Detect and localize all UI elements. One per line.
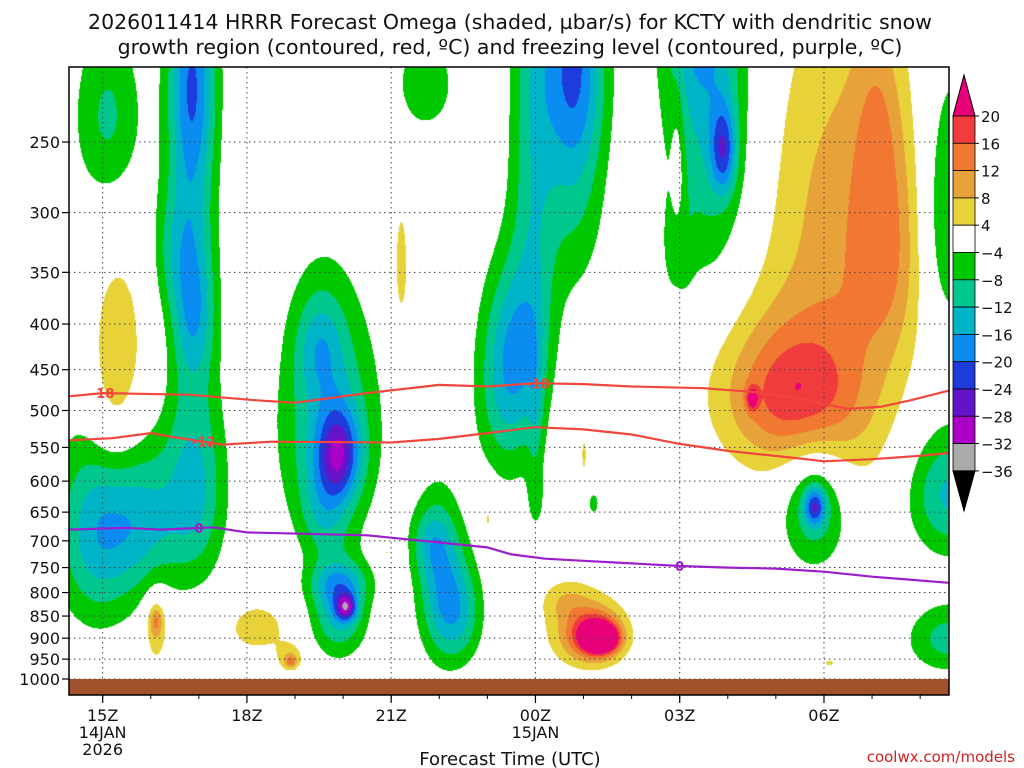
colorbar-bin--4 — [952, 224, 976, 253]
y-tick-label-700: 700 — [29, 532, 60, 551]
contour-label--18-b: -18 — [526, 377, 550, 392]
x-tick-label-15Z: 15Z — [87, 706, 118, 725]
y-tick-label-750: 750 — [29, 559, 60, 578]
chart-title-line2: growth region (contoured, red, ºC) and f… — [118, 35, 903, 59]
y-tick-label-650: 650 — [29, 503, 60, 522]
colorbar-bin-4 — [952, 197, 976, 226]
plot-area: -18 -12 0 -18 0 — [68, 66, 950, 696]
colorbar-bin--24 — [952, 361, 976, 390]
colorbar-label-13: −36 — [981, 463, 1013, 481]
omega-shading — [69, 67, 949, 679]
colorbar-label-12: −32 — [981, 436, 1013, 454]
colorbar-bin--12 — [952, 279, 976, 308]
y-tick-label-850: 850 — [29, 607, 60, 626]
colorbar-bin--8 — [952, 252, 976, 281]
colorbar-label-8: −16 — [981, 326, 1013, 344]
x-tick-label-00Z: 00Z — [520, 706, 551, 725]
y-tick-label-900: 900 — [29, 629, 60, 648]
contour--18 — [68, 382, 950, 410]
x-tick-date-00Z: 15JAN — [512, 723, 560, 742]
y-tick-label-800: 800 — [29, 584, 60, 603]
y-tick-label-550: 550 — [29, 438, 60, 457]
y-tick-label-450: 450 — [29, 361, 60, 380]
contour-label-0-b: 0 — [675, 560, 684, 575]
y-tick-label-300: 300 — [29, 204, 60, 223]
colorbar-bin--28 — [952, 388, 976, 417]
y-tick-label-500: 500 — [29, 402, 60, 421]
x-tick-year-15Z: 2026 — [82, 740, 123, 759]
watermark: coolwx.com/models — [867, 748, 1015, 766]
x-axis-label: Forecast Time (UTC) — [419, 749, 600, 768]
colorbar-label-3: 8 — [981, 190, 991, 208]
colorbar-label-0: 20 — [981, 108, 1000, 126]
x-tick-label-21Z: 21Z — [376, 706, 407, 725]
contour-label--12: -12 — [192, 436, 216, 451]
chart-title-line1: 2026011414 HRRR Forecast Omega (shaded, … — [88, 10, 932, 34]
contour-label--18: -18 — [91, 387, 115, 402]
colorbar-label-6: −8 — [981, 272, 1003, 290]
colorbar-bin--16 — [952, 306, 976, 335]
colorbar-label-7: −12 — [981, 299, 1013, 317]
colorbar-bin--20 — [952, 333, 976, 363]
contour-0 — [68, 526, 950, 584]
x-tick-label-03Z: 03Z — [664, 706, 695, 725]
y-tick-label-600: 600 — [29, 472, 60, 491]
colorbar-bin-8 — [952, 170, 976, 199]
y-tick-label-350: 350 — [29, 263, 60, 282]
y-tick-label-1000: 1000 — [19, 670, 60, 689]
contour-lines: -18 -12 0 -18 0 — [68, 377, 950, 584]
colorbar-top-arrow — [952, 73, 976, 117]
colorbar-bin-16 — [952, 115, 976, 144]
y-tick-label-950: 950 — [29, 650, 60, 669]
grid-lines — [69, 67, 949, 695]
colorbar-bin-12 — [952, 142, 976, 172]
colorbar-label-5: −4 — [981, 245, 1003, 263]
colorbar-bin--36 — [952, 443, 976, 472]
x-tick-date-15Z: 14JAN — [79, 723, 127, 742]
x-tick-label-18Z: 18Z — [231, 706, 262, 725]
plot-frame — [68, 66, 950, 696]
y-tick-label-250: 250 — [29, 133, 60, 152]
omega-field — [69, 67, 949, 679]
x-tick-label-06Z: 06Z — [808, 706, 839, 725]
ground-surface — [69, 679, 949, 695]
colorbar-label-4: 4 — [981, 217, 991, 235]
y-tick-label-400: 400 — [29, 315, 60, 334]
colorbar-label-9: −20 — [981, 354, 1013, 372]
contour--12 — [68, 426, 950, 463]
colorbar-bin--32 — [952, 415, 976, 444]
colorbar-label-11: −28 — [981, 408, 1013, 426]
colorbar-label-2: 12 — [981, 163, 1000, 181]
colorbar-label-1: 16 — [981, 135, 1000, 153]
colorbar-label-10: −24 — [981, 381, 1013, 399]
y-axis: 250 300 350 400 450 500 550 600 650 700 750 800 850 9… — [19, 133, 69, 689]
colorbar: 20 16 12 8 4 −4 −8 −12 −16 −20 −24 −28 −32 −36 — [952, 73, 1013, 513]
colorbar-bottom-arrow — [952, 470, 976, 513]
contour-label-0: 0 — [194, 522, 203, 537]
